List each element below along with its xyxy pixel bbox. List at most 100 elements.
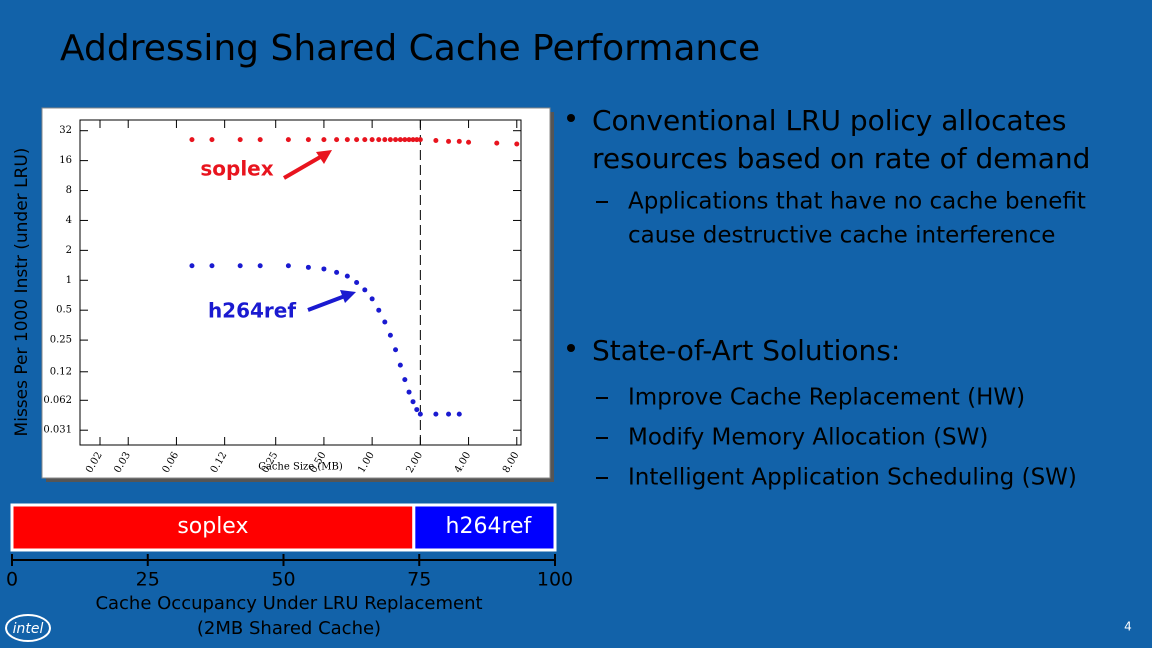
x-axis-label: Cache Size (MB)	[258, 462, 343, 473]
data-point	[466, 139, 472, 145]
data-point	[410, 137, 416, 143]
bar-segment-label: h264ref	[446, 514, 533, 539]
data-point	[397, 362, 403, 368]
data-point	[456, 138, 462, 144]
bullet-text: resources based on rate of demand	[592, 142, 1090, 175]
data-point	[321, 266, 327, 272]
data-point	[209, 137, 215, 143]
bullet-dot	[567, 344, 575, 352]
data-point	[387, 137, 393, 143]
series-annotation: soplex	[200, 157, 273, 181]
y-tick-label: 8	[66, 185, 72, 196]
data-point	[402, 137, 408, 143]
data-point	[369, 296, 375, 302]
arrow	[307, 294, 346, 312]
data-point	[417, 411, 423, 417]
x-axis-label: (2MB Shared Cache)	[197, 618, 381, 639]
y-tick-label: 0.25	[50, 335, 72, 346]
data-point	[189, 263, 195, 269]
data-point	[369, 137, 375, 143]
bar-chart: soplex h264ref 0 25 50 75 100 Cache Occupancy U…	[6, 503, 573, 639]
data-point	[334, 137, 340, 143]
x-axis-label: Cache Occupancy Under LRU Replacement	[95, 593, 482, 614]
data-point	[257, 137, 263, 143]
bar-segment	[412, 503, 557, 552]
page-number: 4	[1124, 620, 1132, 634]
y-tick-label: 0.12	[50, 366, 72, 377]
data-point	[305, 137, 311, 143]
data-point	[237, 137, 243, 143]
data-point	[285, 137, 291, 143]
sub-bullet-text: cause destructive cache interference	[628, 223, 1055, 249]
data-point	[237, 263, 243, 269]
data-point	[414, 407, 420, 413]
plot-area	[79, 119, 522, 446]
data-point	[354, 279, 360, 285]
data-point	[402, 377, 408, 383]
bullet-text: State-of-Art Solutions:	[592, 334, 900, 367]
x-tick-label: 75	[407, 569, 431, 591]
data-point	[387, 332, 393, 338]
arrowhead	[340, 290, 356, 303]
data-point	[397, 137, 403, 143]
bullet-dot	[567, 114, 575, 122]
x-tick-label: 0	[6, 569, 18, 591]
sub-bullet-text: Improve Cache Replacement (HW)	[628, 385, 1025, 411]
arrow	[282, 154, 324, 180]
y-tick-label: 2	[66, 245, 72, 256]
data-point	[494, 140, 500, 146]
data-point	[393, 137, 399, 143]
chart-frame	[41, 107, 551, 479]
data-point	[285, 263, 291, 269]
data-point	[382, 319, 388, 325]
data-point	[514, 141, 520, 147]
x-tick-label: 25	[136, 569, 160, 591]
y-tick-label: 0.5	[56, 305, 72, 316]
data-point	[410, 399, 416, 405]
data-point	[406, 389, 412, 395]
data-point	[189, 137, 195, 143]
y-tick-label: 32	[59, 125, 72, 136]
y-tick-label: 1	[66, 275, 72, 286]
x-tick-label: 100	[537, 569, 573, 591]
logo: intel	[13, 621, 44, 637]
sub-bullet-text: Applications that have no cache benefit	[628, 189, 1086, 215]
slide-title: Addressing Shared Cache Performance	[60, 28, 760, 69]
data-point	[417, 137, 423, 143]
y-axis-label: Misses Per 1000 Instr (under LRU)	[12, 148, 32, 437]
data-point	[354, 137, 360, 143]
data-point	[446, 138, 452, 144]
bullet-list: Conventional LRU policy allocates resourc…	[567, 104, 1090, 491]
data-point	[414, 137, 420, 143]
data-point	[321, 137, 327, 143]
logo-ring	[5, 614, 51, 642]
data-point	[446, 411, 452, 417]
data-point	[334, 269, 340, 275]
x-tick-label: 50	[271, 569, 295, 591]
bullet-text: Conventional LRU policy allocates	[592, 104, 1066, 137]
data-point	[406, 137, 412, 143]
y-tick-label: 0.031	[43, 425, 72, 436]
data-point	[433, 137, 439, 143]
data-point	[362, 287, 368, 293]
bar-segment	[10, 503, 416, 552]
y-tick-label: 16	[59, 155, 72, 166]
data-point	[344, 137, 350, 143]
data-point	[456, 411, 462, 417]
data-point	[209, 263, 215, 269]
bar-segment-label: soplex	[177, 514, 248, 539]
data-point	[376, 307, 382, 313]
arrowhead	[316, 150, 332, 164]
data-point	[393, 347, 399, 353]
series-annotation: h264ref	[208, 299, 296, 323]
sub-bullet-text: Intelligent Application Scheduling (SW)	[628, 465, 1077, 491]
y-tick-label: 4	[66, 215, 72, 226]
data-point	[433, 411, 439, 417]
data-point	[344, 273, 350, 279]
data-point	[382, 137, 388, 143]
data-point	[362, 137, 368, 143]
sub-bullet-text: Modify Memory Allocation (SW)	[628, 425, 988, 451]
data-point	[305, 264, 311, 270]
